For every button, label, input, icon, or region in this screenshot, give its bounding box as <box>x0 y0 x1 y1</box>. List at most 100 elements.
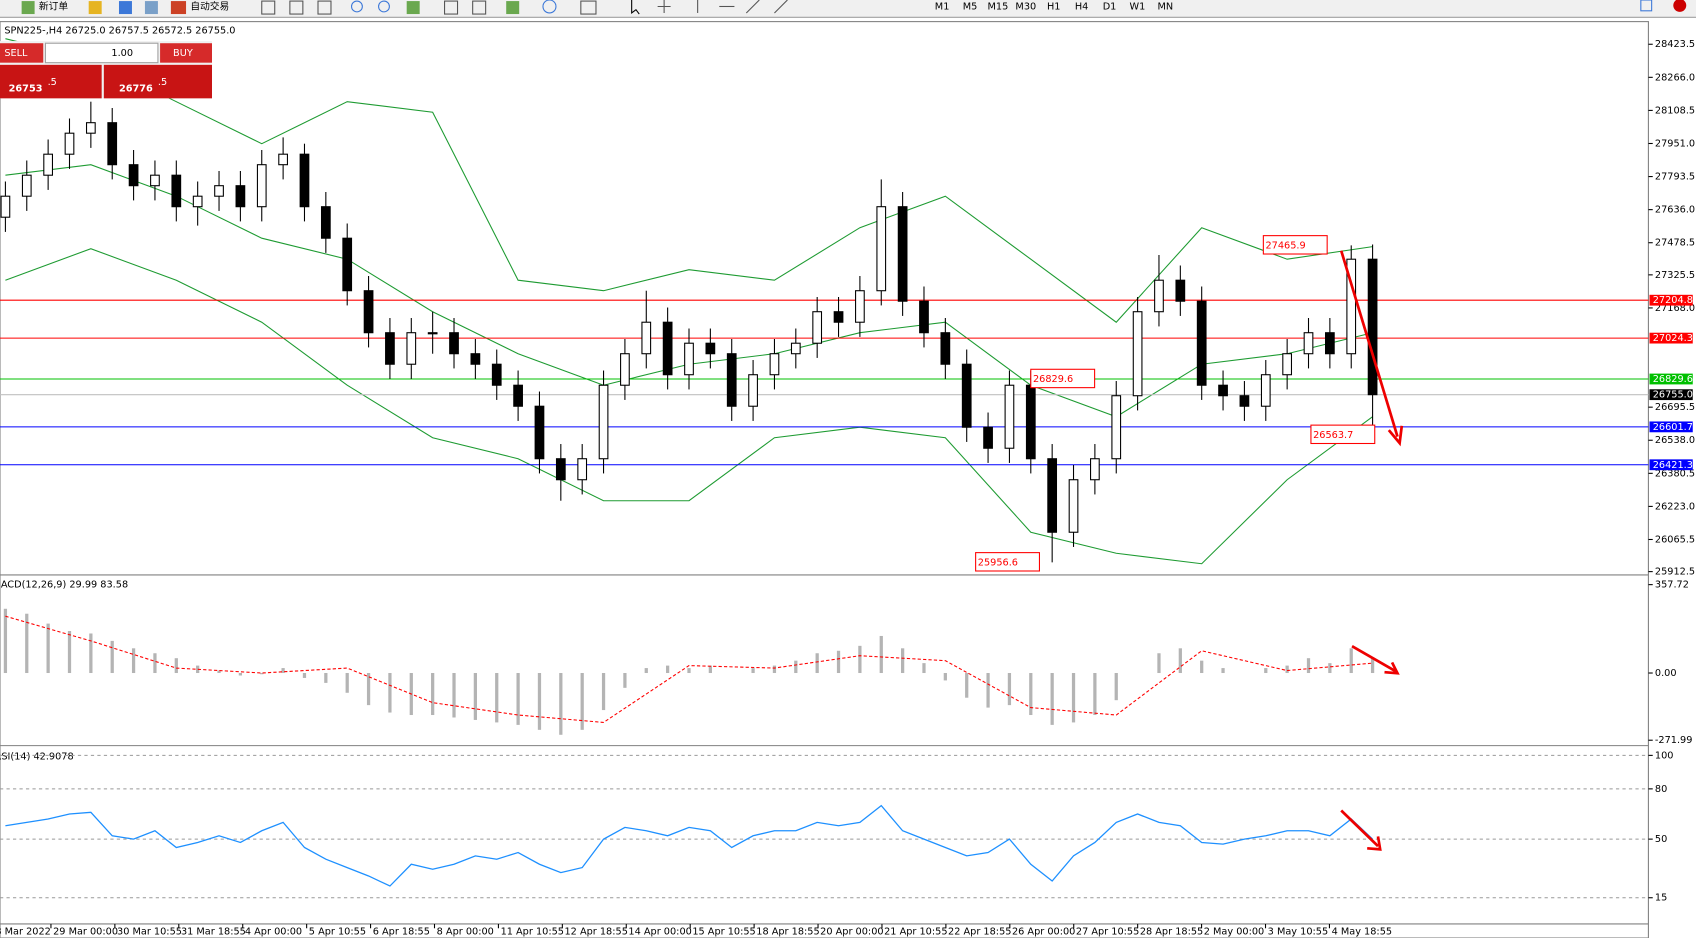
candle-body <box>833 311 844 323</box>
candle-body <box>107 122 118 166</box>
lot-value[interactable]: 1.00 <box>111 48 133 59</box>
alert[interactable] <box>1673 0 1687 12</box>
timeframe-button[interactable]: D1 <box>1103 1 1117 12</box>
timeframe-button[interactable]: H1 <box>1047 1 1061 12</box>
timeframe-button[interactable]: W1 <box>1130 1 1146 12</box>
candle-body <box>64 132 75 155</box>
x-tick-label: 2 May 00:00 <box>1204 927 1264 938</box>
y-tick-label: 27793.5 <box>1655 172 1695 183</box>
candle-body <box>470 353 481 365</box>
candle-body <box>641 321 652 355</box>
trend-arrow <box>1339 250 1399 437</box>
macd-histogram-bar <box>67 631 72 674</box>
new-order-button[interactable]: 新订单 <box>39 0 68 12</box>
macd-histogram-bar <box>794 660 798 674</box>
macd-histogram-bar <box>1114 673 1118 701</box>
candle-body <box>1047 458 1058 533</box>
icon[interactable] <box>118 1 132 15</box>
ask-price[interactable]: 26776 <box>119 84 153 95</box>
macd-histogram-bar <box>901 648 905 674</box>
tool[interactable] <box>472 0 487 15</box>
candle-body <box>1025 384 1036 460</box>
macd-histogram-bar <box>1221 668 1225 674</box>
timeframe-button[interactable]: M1 <box>935 1 950 12</box>
trendline-tool[interactable] <box>745 0 760 14</box>
level-tag-label: 26755.0 <box>1653 390 1693 401</box>
timeframe-button[interactable]: M30 <box>1015 1 1036 12</box>
x-tick-label: 28 Apr 18:55 <box>1140 927 1203 938</box>
macd-histogram-bar <box>1370 658 1375 674</box>
bollinger-band <box>5 248 1373 565</box>
y-tick-label: 27168.0 <box>1655 303 1695 314</box>
candle-body <box>983 426 993 449</box>
timeframe-button[interactable]: H4 <box>1075 1 1089 12</box>
channel-tool[interactable] <box>774 0 788 14</box>
bid-fraction[interactable]: .5 <box>48 77 57 88</box>
cursor-tool[interactable] <box>631 0 640 15</box>
candle-body <box>1196 300 1207 386</box>
buy-button[interactable] <box>160 43 212 63</box>
candle-body <box>406 332 417 365</box>
candle-body <box>385 332 395 365</box>
macd-histogram-bar <box>922 663 926 674</box>
candle-body <box>1346 258 1357 355</box>
candle-body <box>897 206 908 302</box>
candle-body <box>961 363 972 428</box>
level-tag-label: 26829.6 <box>1653 374 1693 385</box>
candle-body <box>128 164 139 187</box>
timeframe-button[interactable]: MN <box>1158 1 1174 12</box>
icon[interactable] <box>88 1 102 15</box>
zoom-in[interactable] <box>350 0 363 13</box>
candle-body <box>1282 353 1293 376</box>
timeframe-button[interactable]: M5 <box>963 1 978 12</box>
y-tick-label: 26380.5 <box>1655 468 1695 479</box>
x-tick-label: 31 Mar 18:55 <box>181 927 246 938</box>
lot-input[interactable] <box>44 42 159 64</box>
candle-body <box>534 405 545 460</box>
search[interactable] <box>1640 0 1653 12</box>
tool[interactable] <box>317 0 332 15</box>
level-tag <box>1649 421 1693 433</box>
sell-button[interactable] <box>0 43 44 63</box>
auto-trading-button[interactable]: 自动交易 <box>190 0 229 12</box>
rsi-line <box>5 804 1374 887</box>
macd-histogram-bar <box>388 673 392 713</box>
timeframe-button[interactable]: M15 <box>988 1 1009 12</box>
buy-label[interactable]: BUY <box>173 48 193 59</box>
auto-trading-icon[interactable] <box>170 1 187 15</box>
macd-histogram-bar <box>345 673 349 693</box>
tool[interactable] <box>406 1 420 15</box>
y-tick-label: 27325.5 <box>1655 270 1695 281</box>
y-tick-label: 27478.5 <box>1655 238 1695 249</box>
zoom-out[interactable] <box>378 0 390 13</box>
templates[interactable] <box>580 0 597 15</box>
bid-price[interactable]: 26753 <box>9 84 43 95</box>
macd-histogram-bar <box>537 673 542 730</box>
ask-box[interactable] <box>103 64 212 99</box>
x-tick-label: 3 May 10:55 <box>1268 927 1328 938</box>
sell-label[interactable]: SELL <box>4 48 28 59</box>
y-tick-label: 28266.0 <box>1655 72 1695 83</box>
ask-fraction[interactable]: .5 <box>158 77 167 88</box>
indicators[interactable] <box>506 1 520 15</box>
periods[interactable] <box>542 0 557 14</box>
macd-histogram-bar <box>153 653 157 674</box>
new-order-icon[interactable] <box>21 1 35 15</box>
level-tag-label: 27204.8 <box>1653 295 1693 306</box>
x-tick-label: 12 Apr 18:55 <box>565 927 628 938</box>
macd-histogram-bar <box>110 640 114 674</box>
macd-histogram-bar <box>751 668 755 674</box>
macd-histogram-bar <box>815 653 819 674</box>
icon[interactable] <box>144 1 158 15</box>
y-tick-label: 25912.5 <box>1655 567 1695 578</box>
tool[interactable] <box>444 0 459 15</box>
candle-body <box>0 195 11 218</box>
x-tick-label: 20 Apr 00:00 <box>820 927 883 938</box>
x-tick-label: 8 Apr 00:00 <box>437 927 494 938</box>
tool[interactable] <box>261 0 276 15</box>
crosshair-tool[interactable] <box>657 0 671 13</box>
macd-histogram-bar <box>879 635 883 674</box>
bid-box[interactable] <box>0 64 102 99</box>
tool[interactable] <box>289 0 304 15</box>
level-tag-label: 27024.3 <box>1653 333 1693 344</box>
